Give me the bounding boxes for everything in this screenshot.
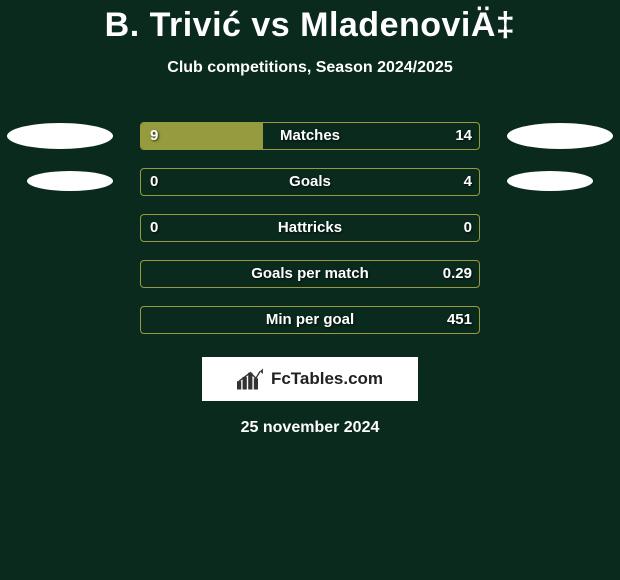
comparison-card: B. Trivić vs MladenoviÄ‡ Club competitio… <box>0 0 620 437</box>
page-subtitle: Club competitions, Season 2024/2025 <box>167 59 452 77</box>
comparison-rows: Matches914Goals04Hattricks00Goals per ma… <box>0 113 620 343</box>
stat-label: Matches <box>140 122 480 150</box>
stat-value-right: 4 <box>464 168 472 196</box>
stat-label: Hattricks <box>140 214 480 242</box>
stat-value-right: 14 <box>455 122 472 150</box>
stat-label: Goals <box>140 168 480 196</box>
page-title: B. Trivić vs MladenoviÄ‡ <box>105 6 516 45</box>
player-right-disc <box>507 123 613 149</box>
stat-row: Goals0 4 <box>0 159 620 205</box>
logo-text: FcTables.com <box>271 369 383 389</box>
stat-label: Min per goal <box>140 306 480 334</box>
snapshot-date: 25 november 2024 <box>241 419 380 437</box>
stat-value-right: 0.29 <box>443 260 472 288</box>
fctables-logo-icon <box>237 368 265 390</box>
stat-row: Min per goal451 <box>0 297 620 343</box>
stat-row: Hattricks0 0 <box>0 205 620 251</box>
stat-value-left: 0 <box>150 214 158 242</box>
stat-value-right: 0 <box>464 214 472 242</box>
stat-label: Goals per match <box>140 260 480 288</box>
stat-row: Goals per match0.29 <box>0 251 620 297</box>
stat-value-left: 0 <box>150 168 158 196</box>
player-right-disc <box>507 171 593 191</box>
stat-row: Matches9 14 <box>0 113 620 159</box>
player-left-disc <box>27 171 113 191</box>
stat-value-right: 451 <box>447 306 472 334</box>
player-left-disc <box>7 123 113 149</box>
logo-box: FcTables.com <box>202 357 418 401</box>
stat-value-left: 9 <box>150 122 158 150</box>
